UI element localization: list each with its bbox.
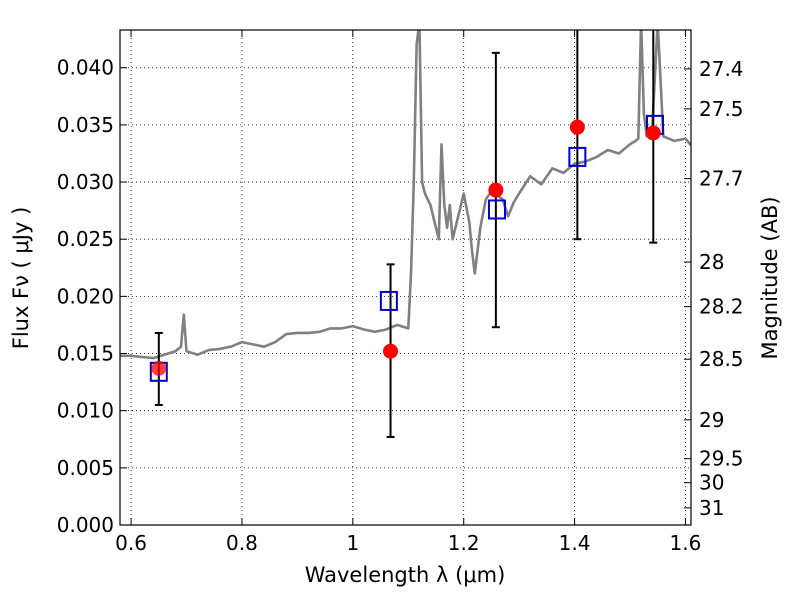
right-tick-label: 27.7 xyxy=(699,167,744,191)
y-tick-label: 0.035 xyxy=(57,113,114,137)
y-axis-label: Flux Fν ( μJy ) xyxy=(9,207,33,350)
y-tick-label: 0.015 xyxy=(57,342,114,366)
y-tick-label: 0.000 xyxy=(57,513,114,537)
x-tick-label: 1.4 xyxy=(559,531,591,555)
model-spectrum-line xyxy=(120,30,691,360)
y-tick-label: 0.005 xyxy=(57,456,114,480)
observed-point-circle xyxy=(383,343,399,359)
grid xyxy=(120,30,691,526)
x-axis-label: Wavelength λ (μm) xyxy=(305,563,506,587)
right-tick-label: 28.2 xyxy=(699,295,744,319)
right-tick-label: 27.4 xyxy=(699,57,744,81)
right-tick-label: 29.5 xyxy=(699,447,744,471)
model-point-square xyxy=(568,146,587,167)
x-tick-label: 1 xyxy=(346,531,359,555)
y-tick-label: 0.020 xyxy=(57,284,114,308)
right-tick-label: 28.5 xyxy=(699,347,744,371)
observed-point-circle xyxy=(645,125,661,141)
right-axis-label: Magnitude (AB) xyxy=(758,196,782,359)
observed-flux-points xyxy=(151,119,661,376)
error-bars xyxy=(154,30,658,438)
right-tick-label: 28 xyxy=(699,250,724,274)
y-tick-label: 0.025 xyxy=(57,227,114,251)
observed-point-circle xyxy=(488,182,504,198)
model-spectrum xyxy=(120,30,691,360)
model-point-square xyxy=(379,290,398,311)
right-tick-label: 29 xyxy=(699,408,724,432)
y-axis-ticks: 0.000 0.005 0.010 0.015 0.020 0.025 0.030 0.035… xyxy=(57,56,127,537)
right-tick-label: 31 xyxy=(699,496,724,520)
y-tick-label: 0.030 xyxy=(57,170,114,194)
x-tick-label: 0.8 xyxy=(226,531,258,555)
plot-frame xyxy=(119,29,692,526)
x-tick-label: 1.2 xyxy=(448,531,480,555)
x-tick-label: 1.6 xyxy=(670,531,702,555)
y-tick-label: 0.010 xyxy=(57,399,114,423)
observed-point-circle xyxy=(569,119,585,135)
model-point-square xyxy=(487,199,506,220)
right-tick-label: 27.5 xyxy=(699,97,744,121)
model-photometry-squares xyxy=(149,114,664,382)
y-tick-label: 0.040 xyxy=(57,56,114,80)
right-tick-label: 30 xyxy=(699,471,724,495)
x-axis-ticks: 0.6 0.8 1 1.2 1.4 1.6 xyxy=(115,30,701,555)
observed-point-circle xyxy=(151,360,167,376)
x-tick-label: 0.6 xyxy=(115,531,147,555)
